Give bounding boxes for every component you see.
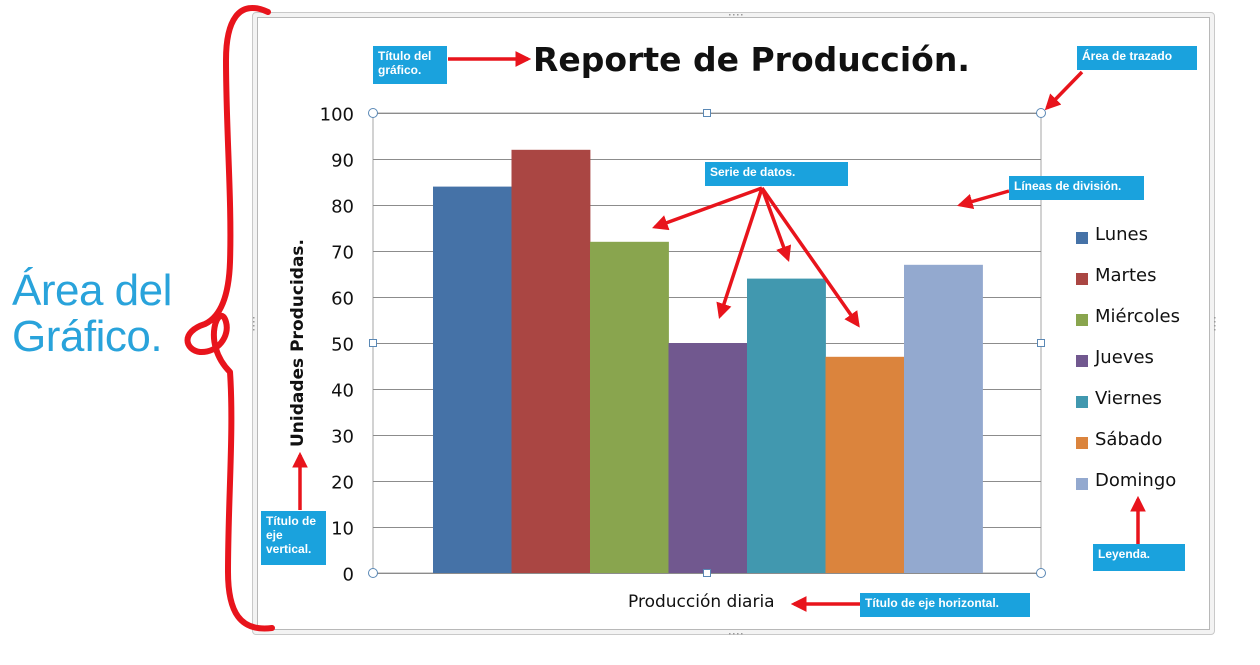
y-tick-label: 0 bbox=[343, 565, 354, 586]
bar-miércoles[interactable] bbox=[590, 241, 669, 574]
y-tick-label: 20 bbox=[331, 473, 354, 494]
y-tick-label: 90 bbox=[331, 151, 354, 172]
selection-handle bbox=[1037, 339, 1045, 347]
legend-swatch bbox=[1076, 396, 1088, 408]
legend-item-viernes: Viernes bbox=[1076, 388, 1206, 429]
y-tick-label: 10 bbox=[331, 519, 354, 540]
legend-swatch bbox=[1076, 478, 1088, 490]
arrow-series-1 bbox=[652, 186, 763, 231]
legend-item-sabado: Sábado bbox=[1076, 429, 1206, 470]
selection-handle bbox=[1036, 108, 1046, 118]
legend-label: Domingo bbox=[1095, 470, 1177, 491]
frame-grip bbox=[1214, 325, 1216, 327]
bar-domingo[interactable] bbox=[904, 264, 983, 573]
legend-item-domingo: Domingo bbox=[1076, 470, 1206, 511]
callout-gridlines: Líneas de división. bbox=[1009, 176, 1144, 200]
arrow-plot-area bbox=[1044, 70, 1084, 111]
frame-grip bbox=[733, 633, 735, 635]
frame-grip bbox=[741, 14, 743, 16]
legend-item-lunes: Lunes bbox=[1076, 224, 1206, 265]
legend-label: Martes bbox=[1095, 265, 1157, 286]
callout-horizontal-axis-title: Título de eje horizontal. bbox=[860, 593, 1030, 617]
legend-swatch bbox=[1076, 437, 1088, 449]
selection-handle bbox=[703, 569, 711, 577]
chart-area-brace bbox=[184, 4, 275, 632]
arrow-series-4 bbox=[760, 186, 860, 328]
y-axis-title[interactable]: Unidades Producidas. bbox=[288, 238, 308, 448]
x-axis-title[interactable]: Producción diaria bbox=[628, 592, 775, 612]
callout-data-series: Serie de datos. bbox=[705, 162, 848, 186]
y-tick-label: 80 bbox=[331, 197, 354, 218]
chart-area-label: Área del Gráfico. bbox=[12, 266, 172, 361]
frame-grip bbox=[1214, 329, 1216, 331]
selection-handle bbox=[369, 339, 377, 347]
selection-handle bbox=[368, 108, 378, 118]
frame-grip bbox=[729, 14, 731, 16]
legend-swatch bbox=[1076, 355, 1088, 367]
frame-grip bbox=[729, 633, 731, 635]
bar-lunes[interactable] bbox=[433, 186, 512, 573]
arrow-series-2 bbox=[716, 187, 764, 319]
legend-item-jueves: Jueves bbox=[1076, 347, 1206, 388]
bar-jueves[interactable] bbox=[668, 343, 748, 573]
legend-label: Lunes bbox=[1095, 224, 1148, 245]
frame-grip bbox=[253, 321, 255, 323]
bar-martes[interactable] bbox=[511, 149, 591, 574]
legend-item-miercoles: Miércoles bbox=[1076, 306, 1206, 347]
frame-grip bbox=[733, 14, 735, 16]
selection-handle bbox=[1036, 568, 1046, 578]
frame-grip bbox=[253, 325, 255, 327]
y-tick-label: 40 bbox=[331, 381, 354, 402]
legend-label: Viernes bbox=[1095, 388, 1162, 409]
legend-swatch bbox=[1076, 273, 1088, 285]
selection-handle bbox=[703, 109, 711, 117]
y-tick-label: 30 bbox=[331, 427, 354, 448]
bar-sábado[interactable] bbox=[825, 356, 905, 573]
legend-swatch bbox=[1076, 314, 1088, 326]
legend-item-martes: Martes bbox=[1076, 265, 1206, 306]
frame-grip bbox=[737, 633, 739, 635]
callout-vertical-axis-title: Título de eje vertical. bbox=[261, 511, 326, 565]
legend-swatch bbox=[1076, 232, 1088, 244]
legend-label: Sábado bbox=[1095, 429, 1163, 450]
callout-chart-title: Título del gráfico. bbox=[373, 46, 447, 84]
y-tick-label: 100 bbox=[320, 105, 354, 126]
frame-grip bbox=[253, 329, 255, 331]
bar-viernes[interactable] bbox=[747, 278, 826, 573]
y-tick-label: 50 bbox=[331, 335, 354, 356]
arrow-gridlines bbox=[956, 189, 1010, 210]
y-tick-label: 70 bbox=[331, 243, 354, 264]
y-tick-label: 60 bbox=[331, 289, 354, 310]
frame-grip bbox=[253, 317, 255, 319]
legend-label: Miércoles bbox=[1095, 306, 1180, 327]
chart-title[interactable]: Reporte de Producción. bbox=[533, 40, 970, 79]
legend-label: Jueves bbox=[1095, 347, 1154, 368]
arrow-series-3 bbox=[760, 187, 792, 262]
selection-handle bbox=[368, 568, 378, 578]
frame-grip bbox=[1214, 317, 1216, 319]
frame-grip bbox=[741, 633, 743, 635]
frame-grip bbox=[737, 14, 739, 16]
callout-legend: Leyenda. bbox=[1093, 544, 1185, 571]
legend[interactable]: Lunes Martes Miércoles Jueves Viernes Sá… bbox=[1076, 224, 1206, 511]
callout-plot-area: Área de trazado bbox=[1077, 46, 1197, 70]
frame-grip bbox=[1214, 321, 1216, 323]
